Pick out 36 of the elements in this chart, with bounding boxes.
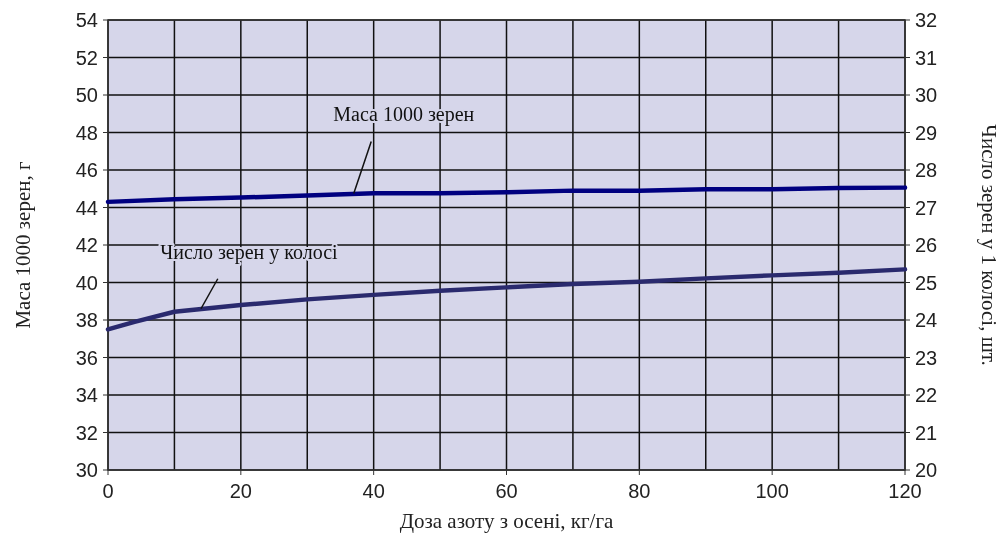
y-axis-title: Маса 1000 зерен, г (11, 161, 35, 329)
y2-axis-title: Число зерен у 1 колосі, шт. (977, 124, 1001, 366)
y-tick-label: 44 (75, 196, 98, 219)
y2-tick-label: 26 (915, 234, 938, 256)
x-tick-label: 40 (362, 480, 385, 502)
y-tick-label: 30 (75, 459, 98, 481)
y2-tick-label: 29 (915, 121, 938, 144)
y-tick-label: 50 (75, 84, 98, 106)
y2-tick-label: 20 (915, 459, 938, 481)
y2-tick-label: 25 (915, 271, 938, 294)
x-tick-label: 20 (229, 480, 252, 502)
x-tick-label: 120 (888, 480, 922, 502)
y2-tick-label: 24 (915, 309, 938, 331)
y2-tick-label: 32 (915, 9, 938, 31)
x-tick-label: 60 (495, 480, 518, 502)
x-axis-title: Доза азоту з осені, кг/га (399, 509, 615, 533)
x-tick-label: 0 (102, 480, 114, 502)
y2-tick-label: 30 (915, 84, 938, 106)
y-tick-label: 36 (75, 346, 98, 369)
y-tick-label: 52 (75, 46, 98, 69)
x-tick-label: 100 (755, 480, 789, 502)
y2-tick-label: 28 (915, 159, 938, 181)
y-tick-label: 40 (75, 271, 98, 294)
y-tick-label: 46 (75, 159, 98, 181)
x-tick-label: 80 (628, 480, 651, 502)
y2-tick-label: 27 (915, 196, 938, 219)
y-tick-label: 32 (75, 421, 98, 444)
y2-tick-label: 23 (915, 346, 938, 369)
y2-tick-label: 22 (915, 384, 938, 406)
y2-tick-label: 21 (915, 421, 938, 444)
y-tick-label: 48 (75, 121, 98, 144)
y2-tick-label: 31 (915, 46, 938, 69)
y-tick-label: 34 (75, 384, 98, 406)
y-tick-label: 38 (75, 309, 98, 331)
y-tick-label: 42 (75, 234, 98, 256)
y-tick-label: 54 (75, 9, 98, 31)
